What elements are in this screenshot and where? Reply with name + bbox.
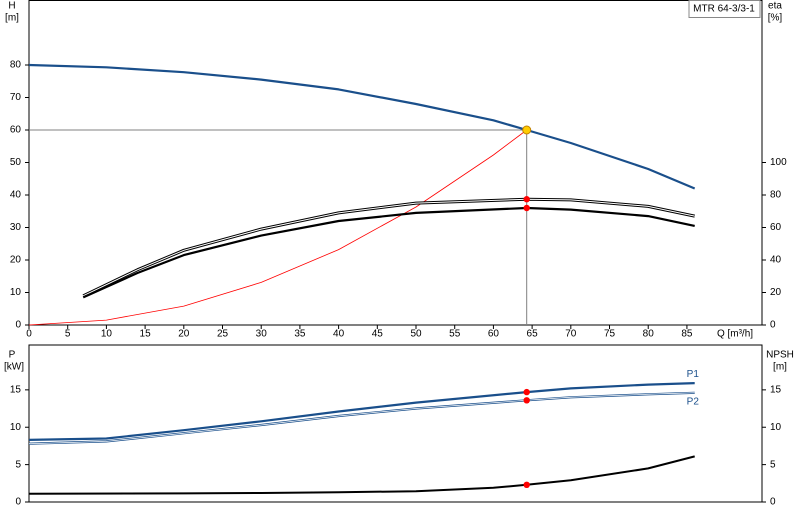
x-tick-label: 45	[372, 329, 384, 340]
y-unit: [kW]	[4, 362, 24, 373]
x-tick-label: 70	[565, 329, 577, 340]
x-tick-label: 50	[410, 329, 422, 340]
curve-inner	[28, 392, 695, 445]
y-tick-label: 30	[10, 222, 22, 233]
y2-unit: [m]	[773, 362, 787, 373]
duty-point	[522, 125, 532, 135]
curve	[28, 382, 695, 441]
x-tick-label: 35	[294, 329, 306, 340]
y-tick-label: 40	[10, 190, 22, 201]
y2-tick-label: 80	[770, 190, 782, 201]
legend-box	[688, 0, 761, 18]
y-tick-label: 20	[10, 255, 22, 266]
x-tick-label: 30	[256, 329, 268, 340]
y2-label: NPSH	[766, 350, 794, 361]
curve-inner	[82, 198, 695, 297]
y2-unit: [%]	[768, 13, 783, 24]
y2-tick-label: 20	[770, 287, 782, 298]
y-tick-label: 5	[15, 459, 21, 470]
series-label: P2	[687, 396, 700, 407]
y2-tick-label: 0	[770, 320, 776, 331]
y-tick-label: 70	[10, 92, 22, 103]
curve	[28, 129, 527, 326]
x-tick-label: 75	[604, 329, 616, 340]
y-label: P	[9, 350, 16, 361]
y2-tick-label: 40	[770, 255, 782, 266]
y-tick-label: 80	[10, 60, 22, 71]
x-tick-label: 40	[333, 329, 345, 340]
data-point	[523, 388, 530, 396]
x-tick-label: 80	[643, 329, 655, 340]
curve	[28, 455, 695, 495]
legend-label: MTR 64-3/3-1	[693, 4, 755, 15]
x-tick-label: 20	[178, 329, 190, 340]
data-point	[523, 204, 530, 212]
x-tick-label: 60	[488, 329, 500, 340]
y-tick-label: 15	[10, 384, 22, 395]
data-point	[523, 397, 530, 404]
x-tick-label: 85	[681, 329, 693, 340]
curve	[82, 206, 695, 299]
y-tick-label: 60	[10, 125, 22, 136]
series-label: P1	[687, 369, 700, 380]
data-point	[523, 196, 530, 203]
y2-tick-label: 15	[770, 384, 782, 395]
y-tick-label: 0	[15, 320, 21, 331]
y2-tick-label: 0	[770, 497, 776, 508]
y-tick-label: 10	[10, 287, 22, 298]
y-tick-label: 10	[10, 422, 22, 433]
x-tick-label: 15	[140, 329, 152, 340]
y2-tick-label: 100	[770, 157, 787, 168]
y2-tick-label: 5	[770, 459, 776, 470]
curve	[28, 63, 696, 190]
bottom-frame	[28, 344, 763, 503]
x-tick-label: 5	[65, 329, 71, 340]
y2-tick-label: 10	[770, 422, 782, 433]
x-tick-label: 25	[217, 329, 229, 340]
y-unit: [m]	[5, 13, 19, 24]
x-tick-label: 10	[101, 329, 113, 340]
y2-label: eta	[768, 1, 782, 12]
data-point	[523, 481, 530, 489]
y-tick-label: 0	[15, 497, 21, 508]
y-label: H	[8, 1, 15, 12]
x-tick-label: 55	[449, 329, 461, 340]
x-tick-label: 0	[26, 329, 32, 340]
top-frame	[28, 0, 763, 326]
x-label: Q [m³/h]	[717, 329, 753, 340]
y2-tick-label: 60	[770, 222, 782, 233]
x-tick-label: 65	[527, 329, 539, 340]
y-tick-label: 50	[10, 157, 22, 168]
curve	[82, 197, 696, 298]
